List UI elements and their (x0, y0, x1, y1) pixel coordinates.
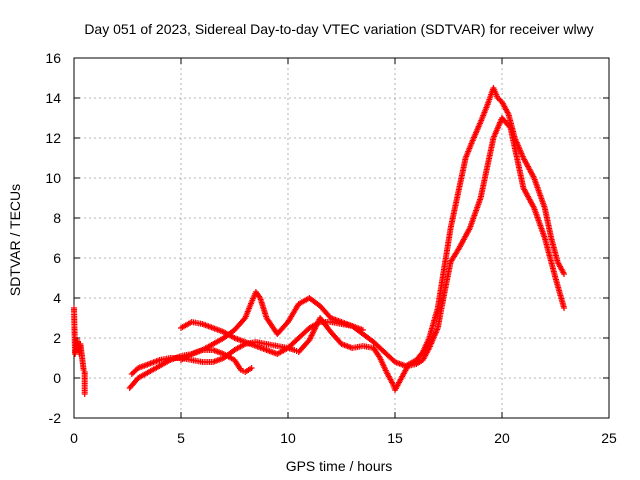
x-tick-label: 25 (601, 430, 617, 446)
data-point-marker (248, 365, 255, 371)
y-tick-label: 10 (45, 170, 61, 186)
chart-title: Day 051 of 2023, Sidereal Day-to-day VTE… (84, 21, 593, 37)
x-tick-label: 15 (387, 430, 403, 446)
x-tick-label: 0 (70, 430, 78, 446)
y-tick-label: 14 (45, 90, 61, 106)
y-axis: -2 0 2 4 6 8 10 12 14 16 (45, 50, 609, 426)
data-point-marker (561, 305, 568, 311)
x-tick-label: 20 (494, 430, 510, 446)
x-axis: 0 5 10 15 20 25 (70, 58, 617, 446)
data-point-marker (81, 391, 88, 397)
y-tick-label: 12 (45, 130, 61, 146)
y-tick-label: 2 (53, 330, 61, 346)
y-tick-label: 16 (45, 50, 61, 66)
y-tick-label: 8 (53, 210, 61, 226)
y-tick-label: 4 (53, 290, 61, 306)
y-axis-label: SDTVAR / TECUs (7, 184, 23, 296)
data-point-marker (359, 327, 366, 333)
data-point-marker (561, 271, 568, 277)
y-tick-label: -2 (49, 410, 62, 426)
y-tick-label: 0 (53, 370, 61, 386)
plot-frame (73, 57, 610, 419)
y-tick-label: 6 (53, 250, 61, 266)
x-tick-label: 10 (280, 430, 296, 446)
data-points (71, 85, 568, 397)
grid-lines (74, 58, 609, 418)
x-tick-label: 5 (177, 430, 185, 446)
x-axis-label: GPS time / hours (286, 458, 393, 474)
